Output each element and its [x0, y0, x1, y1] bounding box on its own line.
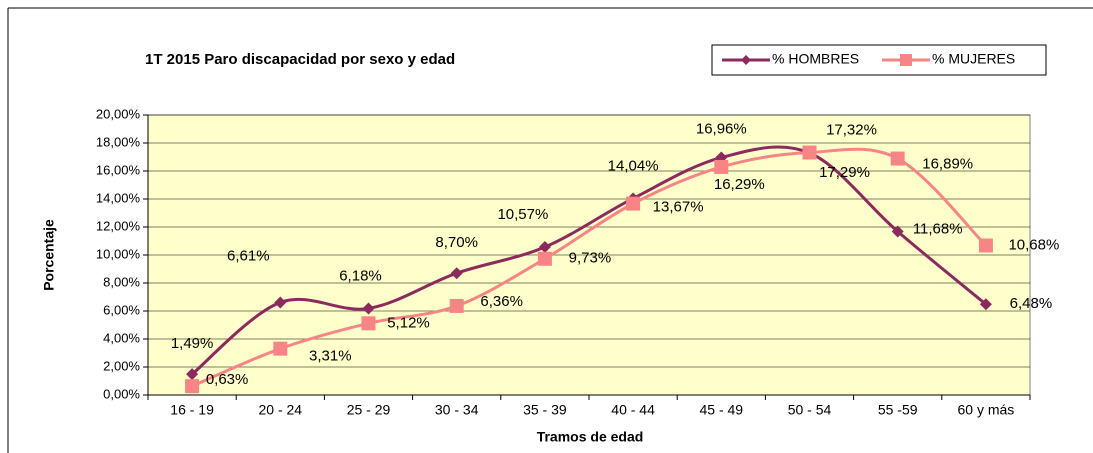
legend-marker: [741, 55, 751, 65]
data-label: 11,68%: [913, 220, 963, 237]
y-tick-label: 0,00%: [103, 386, 140, 401]
y-tick-label: 4,00%: [103, 330, 140, 345]
chart-title: 1T 2015 Paro discapacidad por sexo y eda…: [145, 51, 455, 68]
data-label: 1,49%: [171, 335, 214, 352]
data-label: 9,73%: [569, 250, 612, 267]
y-tick-label: 20,00%: [96, 106, 141, 121]
marker: [537, 251, 552, 266]
marker: [361, 316, 376, 331]
data-label: 13,67%: [653, 199, 704, 216]
legend-label: % HOMBRES: [772, 51, 859, 67]
marker: [714, 159, 729, 174]
y-tick-label: 8,00%: [103, 274, 140, 289]
x-tick-label: 45 - 49: [700, 402, 744, 418]
x-axis-label: Tramos de edad: [537, 429, 644, 445]
x-tick-label: 20 - 24: [259, 402, 303, 418]
data-label: 3,31%: [309, 348, 352, 365]
x-tick-label: 35 - 39: [523, 402, 567, 418]
data-label: 6,18%: [339, 267, 382, 284]
marker: [449, 298, 464, 313]
data-label: 6,48%: [1010, 295, 1053, 312]
legend-marker: [900, 54, 912, 66]
data-label: 6,61%: [227, 247, 270, 264]
marker: [450, 267, 463, 280]
data-label: 0,63%: [206, 371, 249, 388]
y-tick-label: 18,00%: [96, 134, 141, 149]
x-tick-label: 55 -59: [878, 402, 918, 418]
marker: [186, 368, 199, 381]
marker: [273, 341, 288, 356]
marker: [274, 296, 287, 309]
series-line: [191, 147, 987, 388]
x-tick-label: 16 - 19: [170, 402, 214, 418]
data-label: 17,32%: [826, 121, 877, 138]
marker: [185, 379, 200, 394]
x-tick-label: 25 - 29: [347, 402, 391, 418]
data-label: 17,29%: [819, 164, 870, 181]
data-label: 10,57%: [497, 206, 548, 223]
marker: [362, 302, 375, 315]
marker: [978, 238, 993, 253]
x-tick-label: 60 y más: [957, 402, 1014, 418]
marker: [890, 151, 905, 166]
data-label: 10,68%: [1008, 236, 1059, 253]
marker: [626, 196, 641, 211]
x-tick-label: 40 - 44: [611, 402, 655, 418]
data-label: 8,70%: [435, 234, 478, 251]
series-line: [191, 145, 987, 376]
data-label: 14,04%: [608, 157, 659, 174]
y-tick-label: 12,00%: [96, 218, 141, 233]
y-axis-label: Porcentaje: [41, 219, 57, 291]
x-tick-label: 50 - 54: [788, 402, 832, 418]
data-label: 5,12%: [387, 314, 430, 331]
y-tick-label: 2,00%: [103, 358, 140, 373]
y-tick-label: 6,00%: [103, 302, 140, 317]
data-label: 16,96%: [696, 121, 747, 138]
data-label: 6,36%: [480, 293, 523, 310]
y-tick-label: 10,00%: [96, 246, 141, 261]
x-tick-label: 30 - 34: [435, 402, 479, 418]
y-tick-label: 16,00%: [96, 162, 141, 177]
marker: [891, 225, 904, 238]
legend-label: % MUJERES: [932, 51, 1015, 67]
marker: [538, 241, 551, 254]
marker: [802, 145, 817, 160]
marker: [979, 298, 992, 311]
y-tick-label: 14,00%: [96, 190, 141, 205]
data-label: 16,29%: [714, 176, 765, 193]
data-label: 16,89%: [922, 156, 973, 173]
